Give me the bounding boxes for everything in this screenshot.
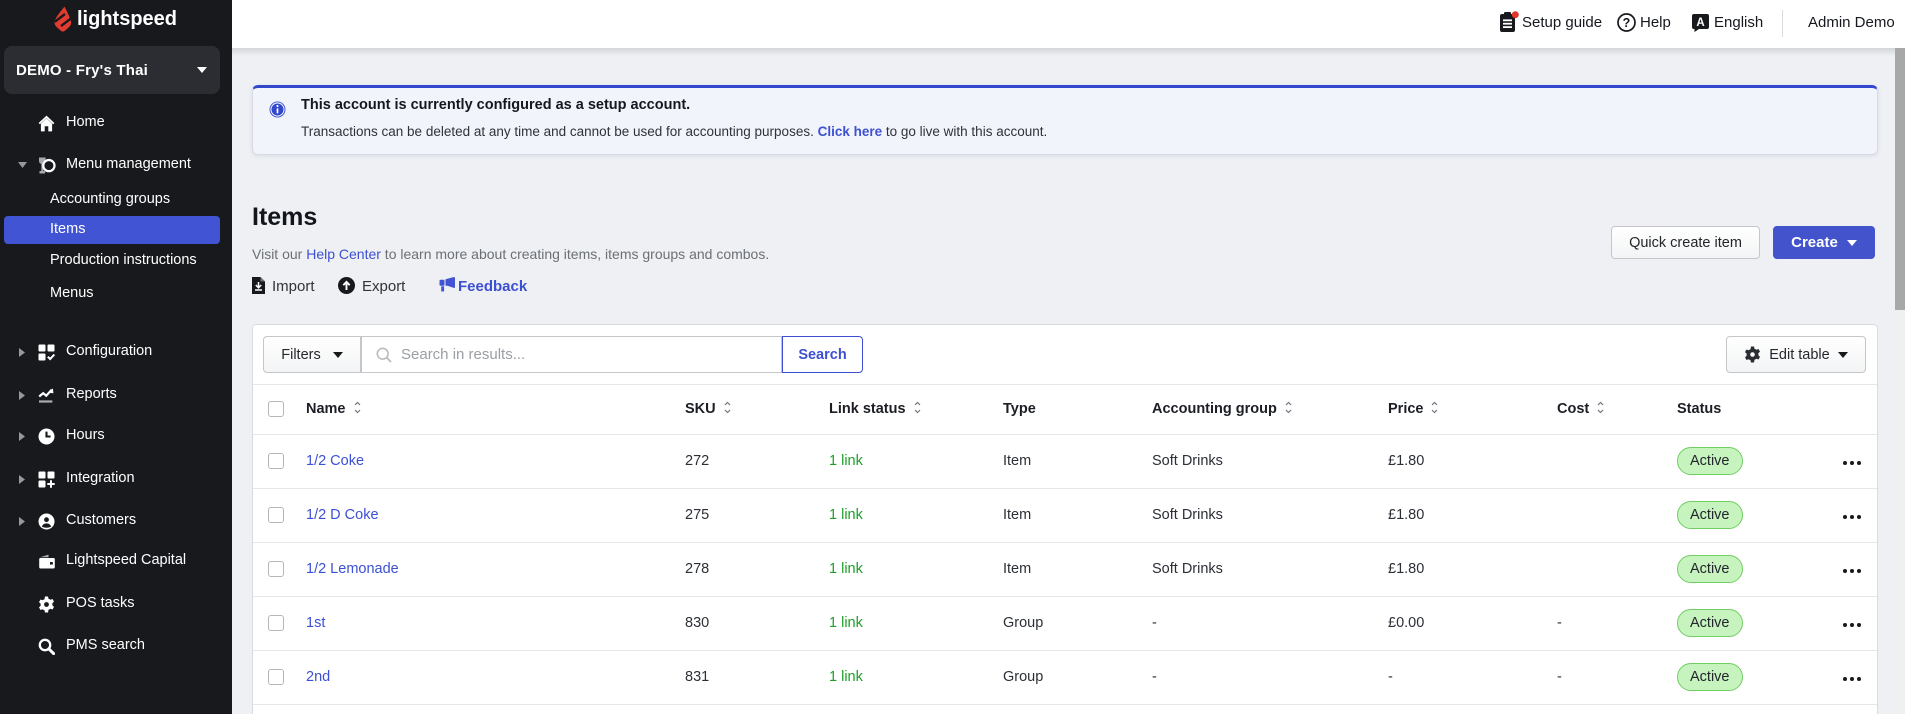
svg-text:?: ? bbox=[1623, 16, 1631, 30]
svg-text:A: A bbox=[1696, 17, 1704, 29]
